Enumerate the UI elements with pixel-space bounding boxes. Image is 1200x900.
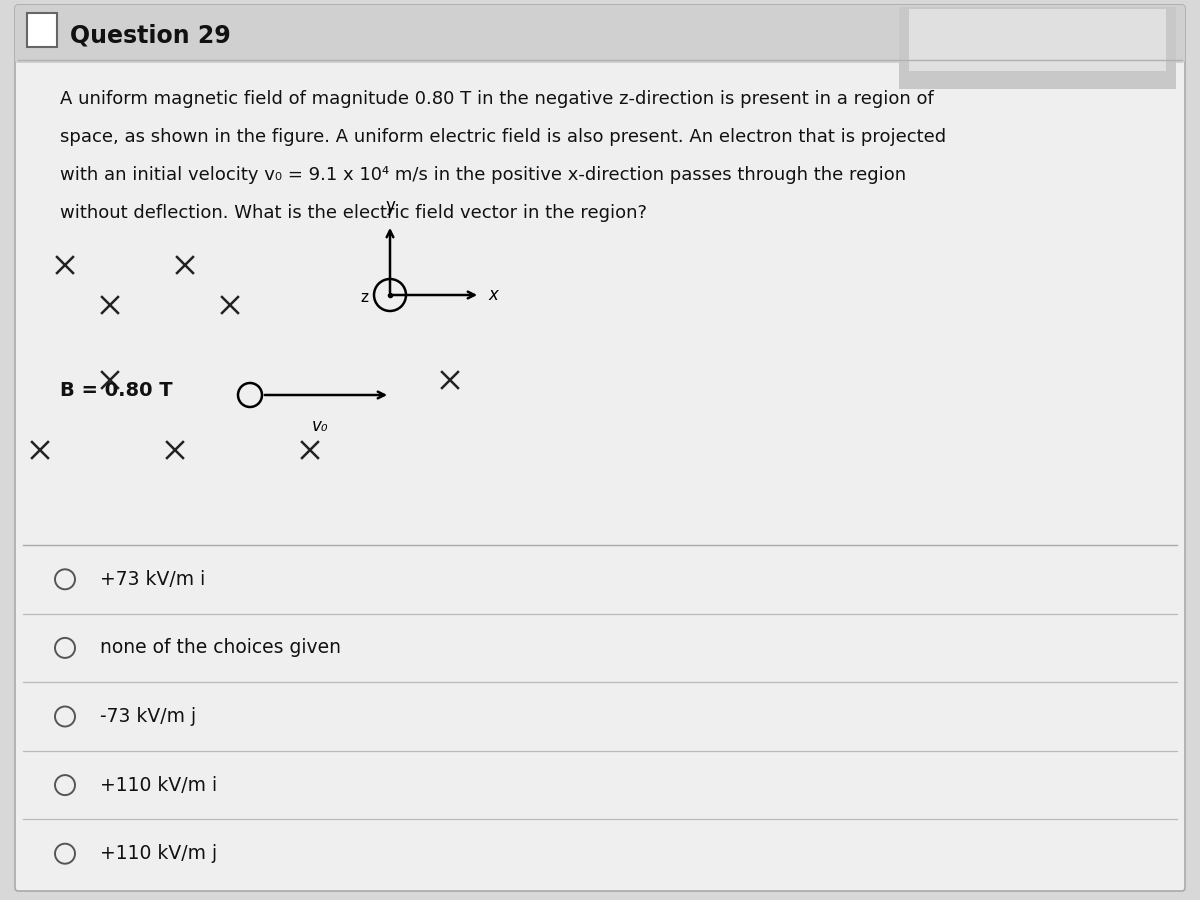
Text: x: x [488,286,498,304]
Text: +73 kV/m i: +73 kV/m i [100,570,205,589]
Text: none of the choices given: none of the choices given [100,638,341,657]
Text: v₀: v₀ [312,417,329,435]
FancyBboxPatch shape [14,5,1186,63]
FancyBboxPatch shape [899,7,1176,89]
Text: without deflection. What is the electric field vector in the region?: without deflection. What is the electric… [60,204,647,222]
FancyBboxPatch shape [14,5,1186,891]
Text: Question 29: Question 29 [70,24,230,48]
Text: +110 kV/m i: +110 kV/m i [100,776,217,795]
Text: A uniform magnetic field of magnitude 0.80 T in the negative z-direction is pres: A uniform magnetic field of magnitude 0.… [60,90,934,108]
Text: -73 kV/m j: -73 kV/m j [100,707,196,726]
Text: B = 0.80 T: B = 0.80 T [60,381,173,400]
Text: space, as shown in the figure. A uniform electric field is also present. An elec: space, as shown in the figure. A uniform… [60,128,946,146]
Text: y: y [385,197,395,215]
Text: with an initial velocity v₀ = 9.1 x 10⁴ m/s in the positive x-direction passes t: with an initial velocity v₀ = 9.1 x 10⁴ … [60,166,906,184]
FancyBboxPatch shape [910,9,1166,71]
Text: z: z [360,291,368,305]
Text: +110 kV/m j: +110 kV/m j [100,844,217,863]
FancyBboxPatch shape [28,13,58,47]
